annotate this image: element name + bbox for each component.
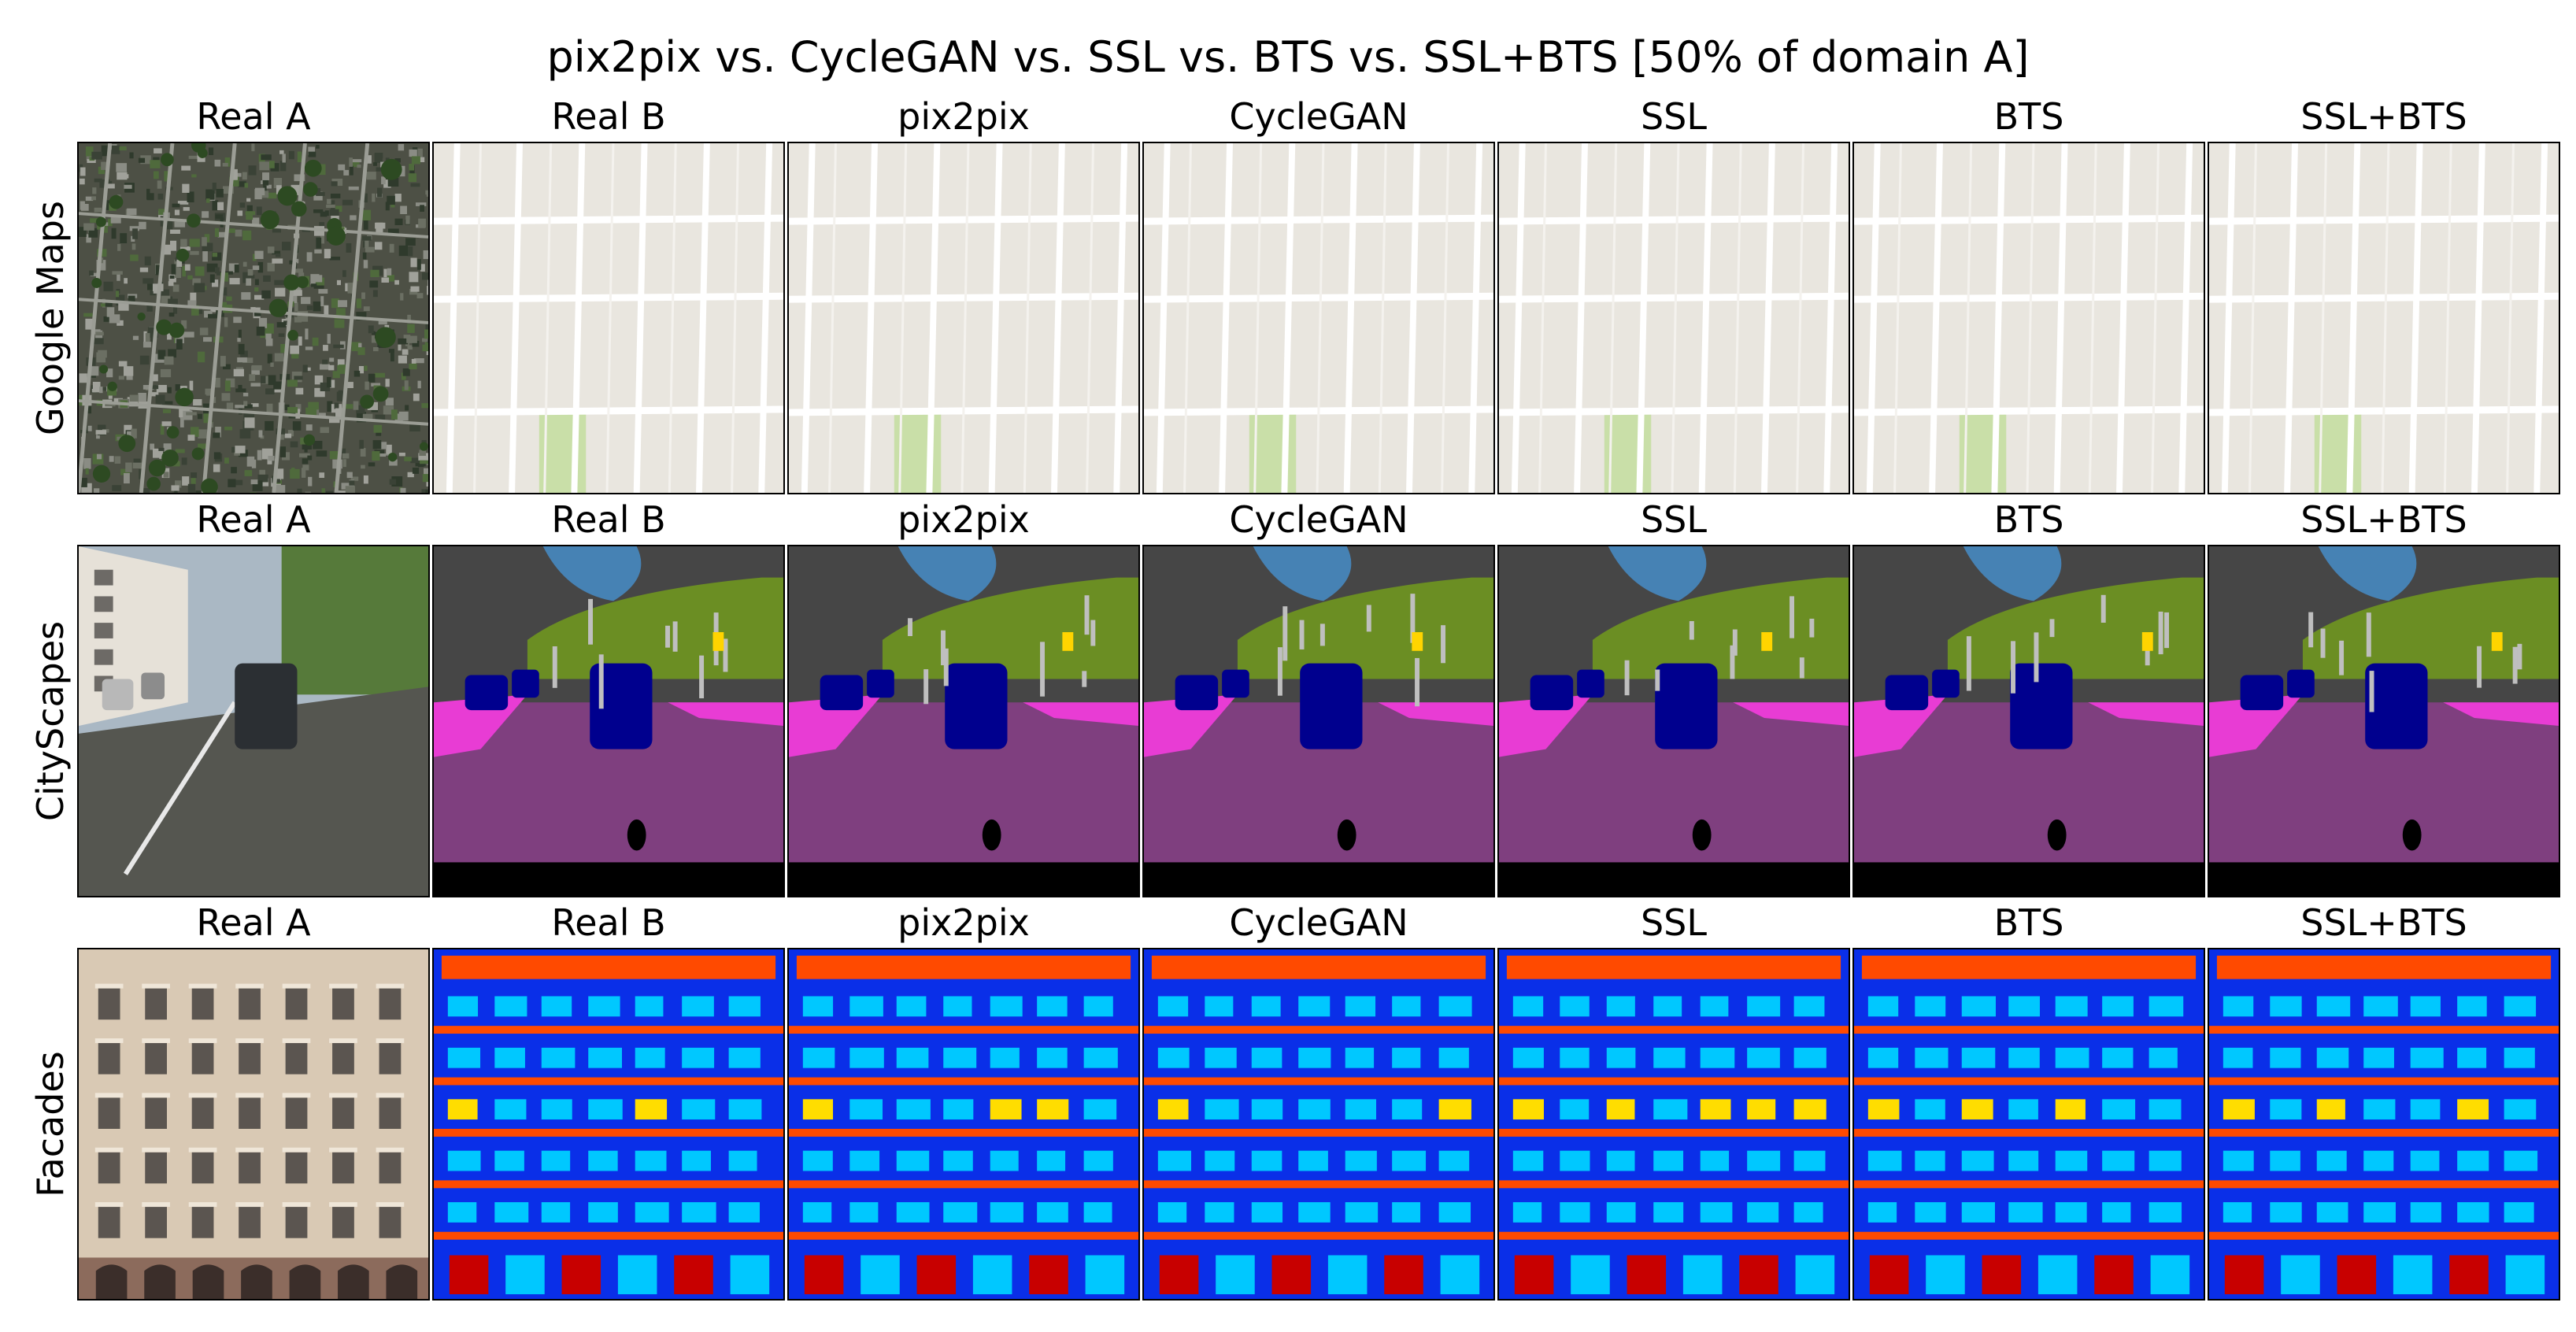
facade-label-map-image	[2209, 949, 2559, 1299]
column-label-cyclegan: CycleGAN	[1229, 901, 1408, 944]
panel-google-maps-real-a	[77, 142, 430, 494]
panel-google-maps-cyclegan	[1142, 142, 1495, 494]
street-map-image	[1499, 143, 1849, 493]
column-label-ssl: SSL	[1640, 95, 1708, 138]
segmentation-map-image	[2209, 546, 2559, 896]
panel-cityscapes-pix2pix	[787, 545, 1140, 897]
panel-facades-cyclegan	[1142, 948, 1495, 1301]
column-label-pix2pix: pix2pix	[898, 498, 1030, 541]
column-label-ssl-bts: SSL+BTS	[2300, 95, 2467, 138]
panel-cityscapes-ssl-bts	[2208, 545, 2560, 897]
segmentation-map-image	[789, 546, 1138, 896]
column-label-bts: BTS	[1993, 498, 2064, 541]
column-label-cyclegan: CycleGAN	[1229, 498, 1408, 541]
aerial-photo-image	[79, 143, 428, 493]
column-label-bts: BTS	[1993, 901, 2064, 944]
panel-facades-ssl	[1497, 948, 1850, 1301]
column-label-real-a: Real A	[196, 95, 311, 138]
figure-title: pix2pix vs. CycleGAN vs. SSL vs. BTS vs.…	[546, 32, 2030, 82]
street-photo-image	[79, 546, 428, 896]
column-label-real-b: Real B	[551, 498, 666, 541]
column-label-ssl: SSL	[1640, 498, 1708, 541]
panel-cityscapes-real-b	[432, 545, 785, 897]
panel-facades-real-b	[432, 948, 785, 1301]
column-label-ssl: SSL	[1640, 901, 1708, 944]
column-label-real-b: Real B	[551, 901, 666, 944]
panel-cityscapes-bts	[1852, 545, 2205, 897]
column-label-real-b: Real B	[551, 95, 666, 138]
building-facade-photo-image	[79, 949, 428, 1299]
panel-google-maps-ssl-bts	[2208, 142, 2560, 494]
facade-label-map-image	[789, 949, 1138, 1299]
facade-label-map-image	[1499, 949, 1849, 1299]
panel-cityscapes-real-a	[77, 545, 430, 897]
row-label-facades: Facades	[29, 1051, 72, 1197]
street-map-image	[434, 143, 783, 493]
street-map-image	[789, 143, 1138, 493]
row-label-google-maps: Google Maps	[29, 201, 72, 435]
segmentation-map-image	[1854, 546, 2204, 896]
segmentation-map-image	[434, 546, 783, 896]
column-label-pix2pix: pix2pix	[898, 95, 1030, 138]
street-map-image	[1854, 143, 2204, 493]
facade-label-map-image	[434, 949, 783, 1299]
panel-cityscapes-ssl	[1497, 545, 1850, 897]
facade-label-map-image	[1854, 949, 2204, 1299]
street-map-image	[2209, 143, 2559, 493]
column-label-cyclegan: CycleGAN	[1229, 95, 1408, 138]
column-label-ssl-bts: SSL+BTS	[2300, 498, 2467, 541]
segmentation-map-image	[1499, 546, 1849, 896]
panel-facades-ssl-bts	[2208, 948, 2560, 1301]
panel-facades-real-a	[77, 948, 430, 1301]
panel-google-maps-ssl	[1497, 142, 1850, 494]
panel-google-maps-bts	[1852, 142, 2205, 494]
column-label-pix2pix: pix2pix	[898, 901, 1030, 944]
street-map-image	[1144, 143, 1493, 493]
column-label-ssl-bts: SSL+BTS	[2300, 901, 2467, 944]
column-label-real-a: Real A	[196, 901, 311, 944]
column-label-real-a: Real A	[196, 498, 311, 541]
row-label-cityscapes: CityScapes	[29, 620, 72, 822]
panel-cityscapes-cyclegan	[1142, 545, 1495, 897]
panel-google-maps-real-b	[432, 142, 785, 494]
panel-facades-bts	[1852, 948, 2205, 1301]
panel-google-maps-pix2pix	[787, 142, 1140, 494]
panel-facades-pix2pix	[787, 948, 1140, 1301]
column-label-bts: BTS	[1993, 95, 2064, 138]
segmentation-map-image	[1144, 546, 1493, 896]
facade-label-map-image	[1144, 949, 1493, 1299]
